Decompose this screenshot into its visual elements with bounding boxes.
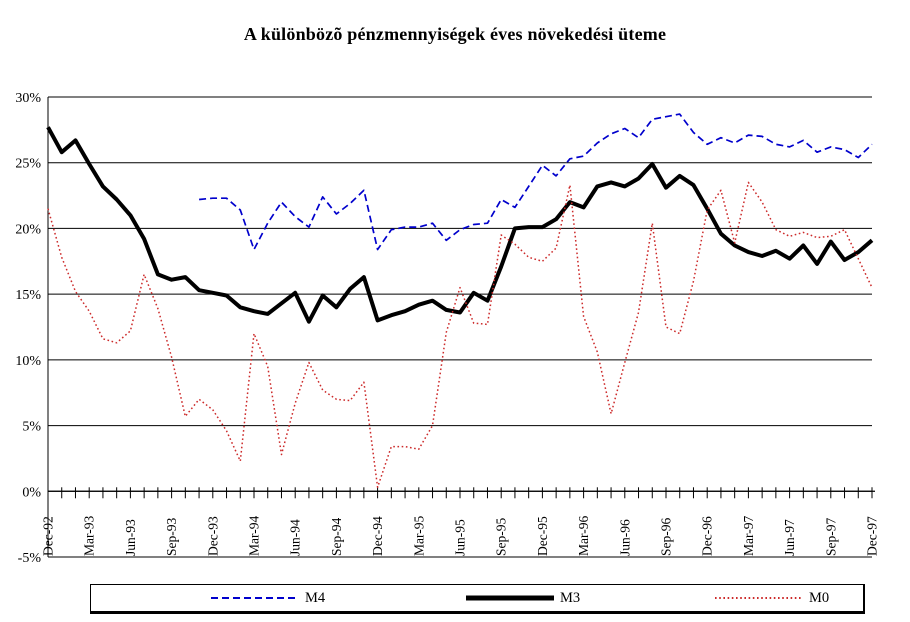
- y-axis-label: 0%: [22, 485, 41, 500]
- x-axis-label: Dec-95: [535, 516, 550, 556]
- x-axis-label: Sep-96: [659, 518, 674, 556]
- legend: M4 M3 M0: [90, 584, 865, 614]
- x-axis-label: Dec-93: [205, 516, 220, 556]
- x-axis-label: Jun-94: [288, 519, 303, 556]
- legend-entry-m4: M4: [209, 585, 325, 611]
- x-axis-label: Sep-93: [164, 518, 179, 556]
- x-axis-label: Jun-95: [453, 519, 468, 556]
- y-axis-label: 5%: [22, 420, 41, 435]
- series-line-m4: [199, 113, 873, 251]
- x-axis-label: Dec-97: [865, 516, 880, 556]
- chart-title: A különbözõ pénzmennyiségek éves növeked…: [243, 24, 667, 44]
- x-axis-label: Sep-95: [494, 518, 509, 556]
- x-axis-label: Mar-95: [411, 516, 426, 556]
- y-axis-label: 20%: [15, 222, 41, 237]
- legend-entry-m0: M0: [713, 585, 829, 611]
- x-axis-label: Dec-92: [41, 516, 56, 556]
- y-axis-label: 30%: [15, 91, 41, 106]
- y-axis-label: -5%: [18, 551, 42, 566]
- legend-label-m0: M0: [809, 590, 830, 606]
- x-axis-label: Sep-94: [329, 518, 344, 556]
- y-axis-label: 25%: [15, 157, 41, 172]
- series-line-m0: [47, 181, 873, 489]
- x-axis-label: Mar-93: [82, 516, 97, 556]
- x-axis-label: Dec-96: [700, 516, 715, 556]
- x-axis-label: Mar-97: [741, 516, 756, 556]
- x-axis-label: Dec-94: [370, 516, 385, 556]
- x-axis-label: Jun-97: [782, 519, 797, 556]
- x-axis-label: Mar-94: [247, 516, 262, 556]
- m4-line-sample-icon: [211, 597, 299, 599]
- x-axis-label: Jun-96: [617, 519, 632, 556]
- series-line-m3: [46, 126, 874, 324]
- m0-line-sample-icon: [715, 597, 803, 599]
- x-axis-label: Sep-97: [823, 518, 838, 556]
- y-axis-label: 10%: [15, 354, 41, 369]
- x-axis-label: Jun-93: [123, 519, 138, 556]
- y-axis-label: 15%: [15, 288, 41, 303]
- legend-label-m3: M3: [560, 590, 581, 606]
- legend-label-m4: M4: [305, 590, 326, 606]
- m3-line-sample-icon: [466, 595, 554, 601]
- legend-entry-m3: M3: [464, 585, 580, 611]
- x-axis-label: Mar-96: [576, 516, 591, 556]
